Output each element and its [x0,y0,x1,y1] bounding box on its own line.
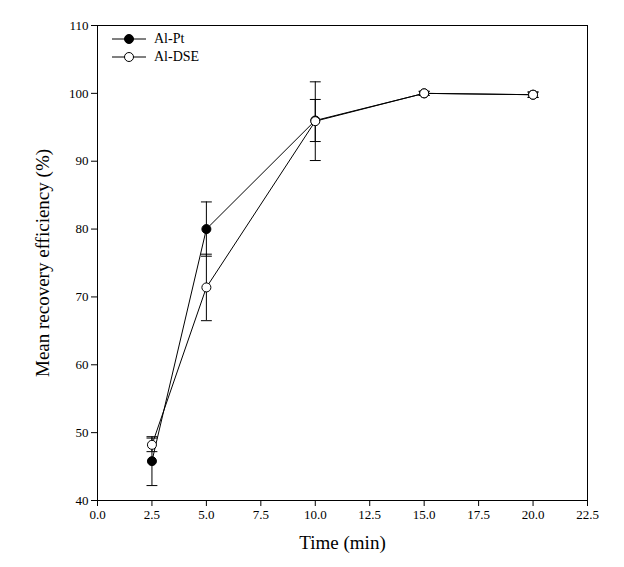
svg-text:22.5: 22.5 [576,507,599,522]
svg-text:12.5: 12.5 [358,507,381,522]
svg-text:70: 70 [76,289,89,304]
svg-text:90: 90 [76,153,89,168]
svg-text:80: 80 [76,221,89,236]
html-text:Al-Pt: Al-Pt [154,31,185,46]
svg-text:Mean recovery efficiency (%): Mean recovery efficiency (%) [32,149,54,377]
svg-text:15.0: 15.0 [413,507,436,522]
svg-text:40: 40 [76,493,89,508]
svg-text:10.0: 10.0 [304,507,327,522]
svg-text:0.0: 0.0 [89,507,105,522]
svg-text:Time (min): Time (min) [299,532,385,554]
svg-text:110: 110 [69,18,88,33]
svg-text:100: 100 [69,86,89,101]
svg-text:17.5: 17.5 [467,507,490,522]
svg-text:20.0: 20.0 [522,507,545,522]
svg-text:7.5: 7.5 [253,507,269,522]
svg-text:50: 50 [76,425,89,440]
svg-text:2.5: 2.5 [144,507,160,522]
svg-text:60: 60 [76,357,89,372]
html-text:Al-DSE: Al-DSE [154,49,200,64]
svg-text:5.0: 5.0 [198,507,214,522]
